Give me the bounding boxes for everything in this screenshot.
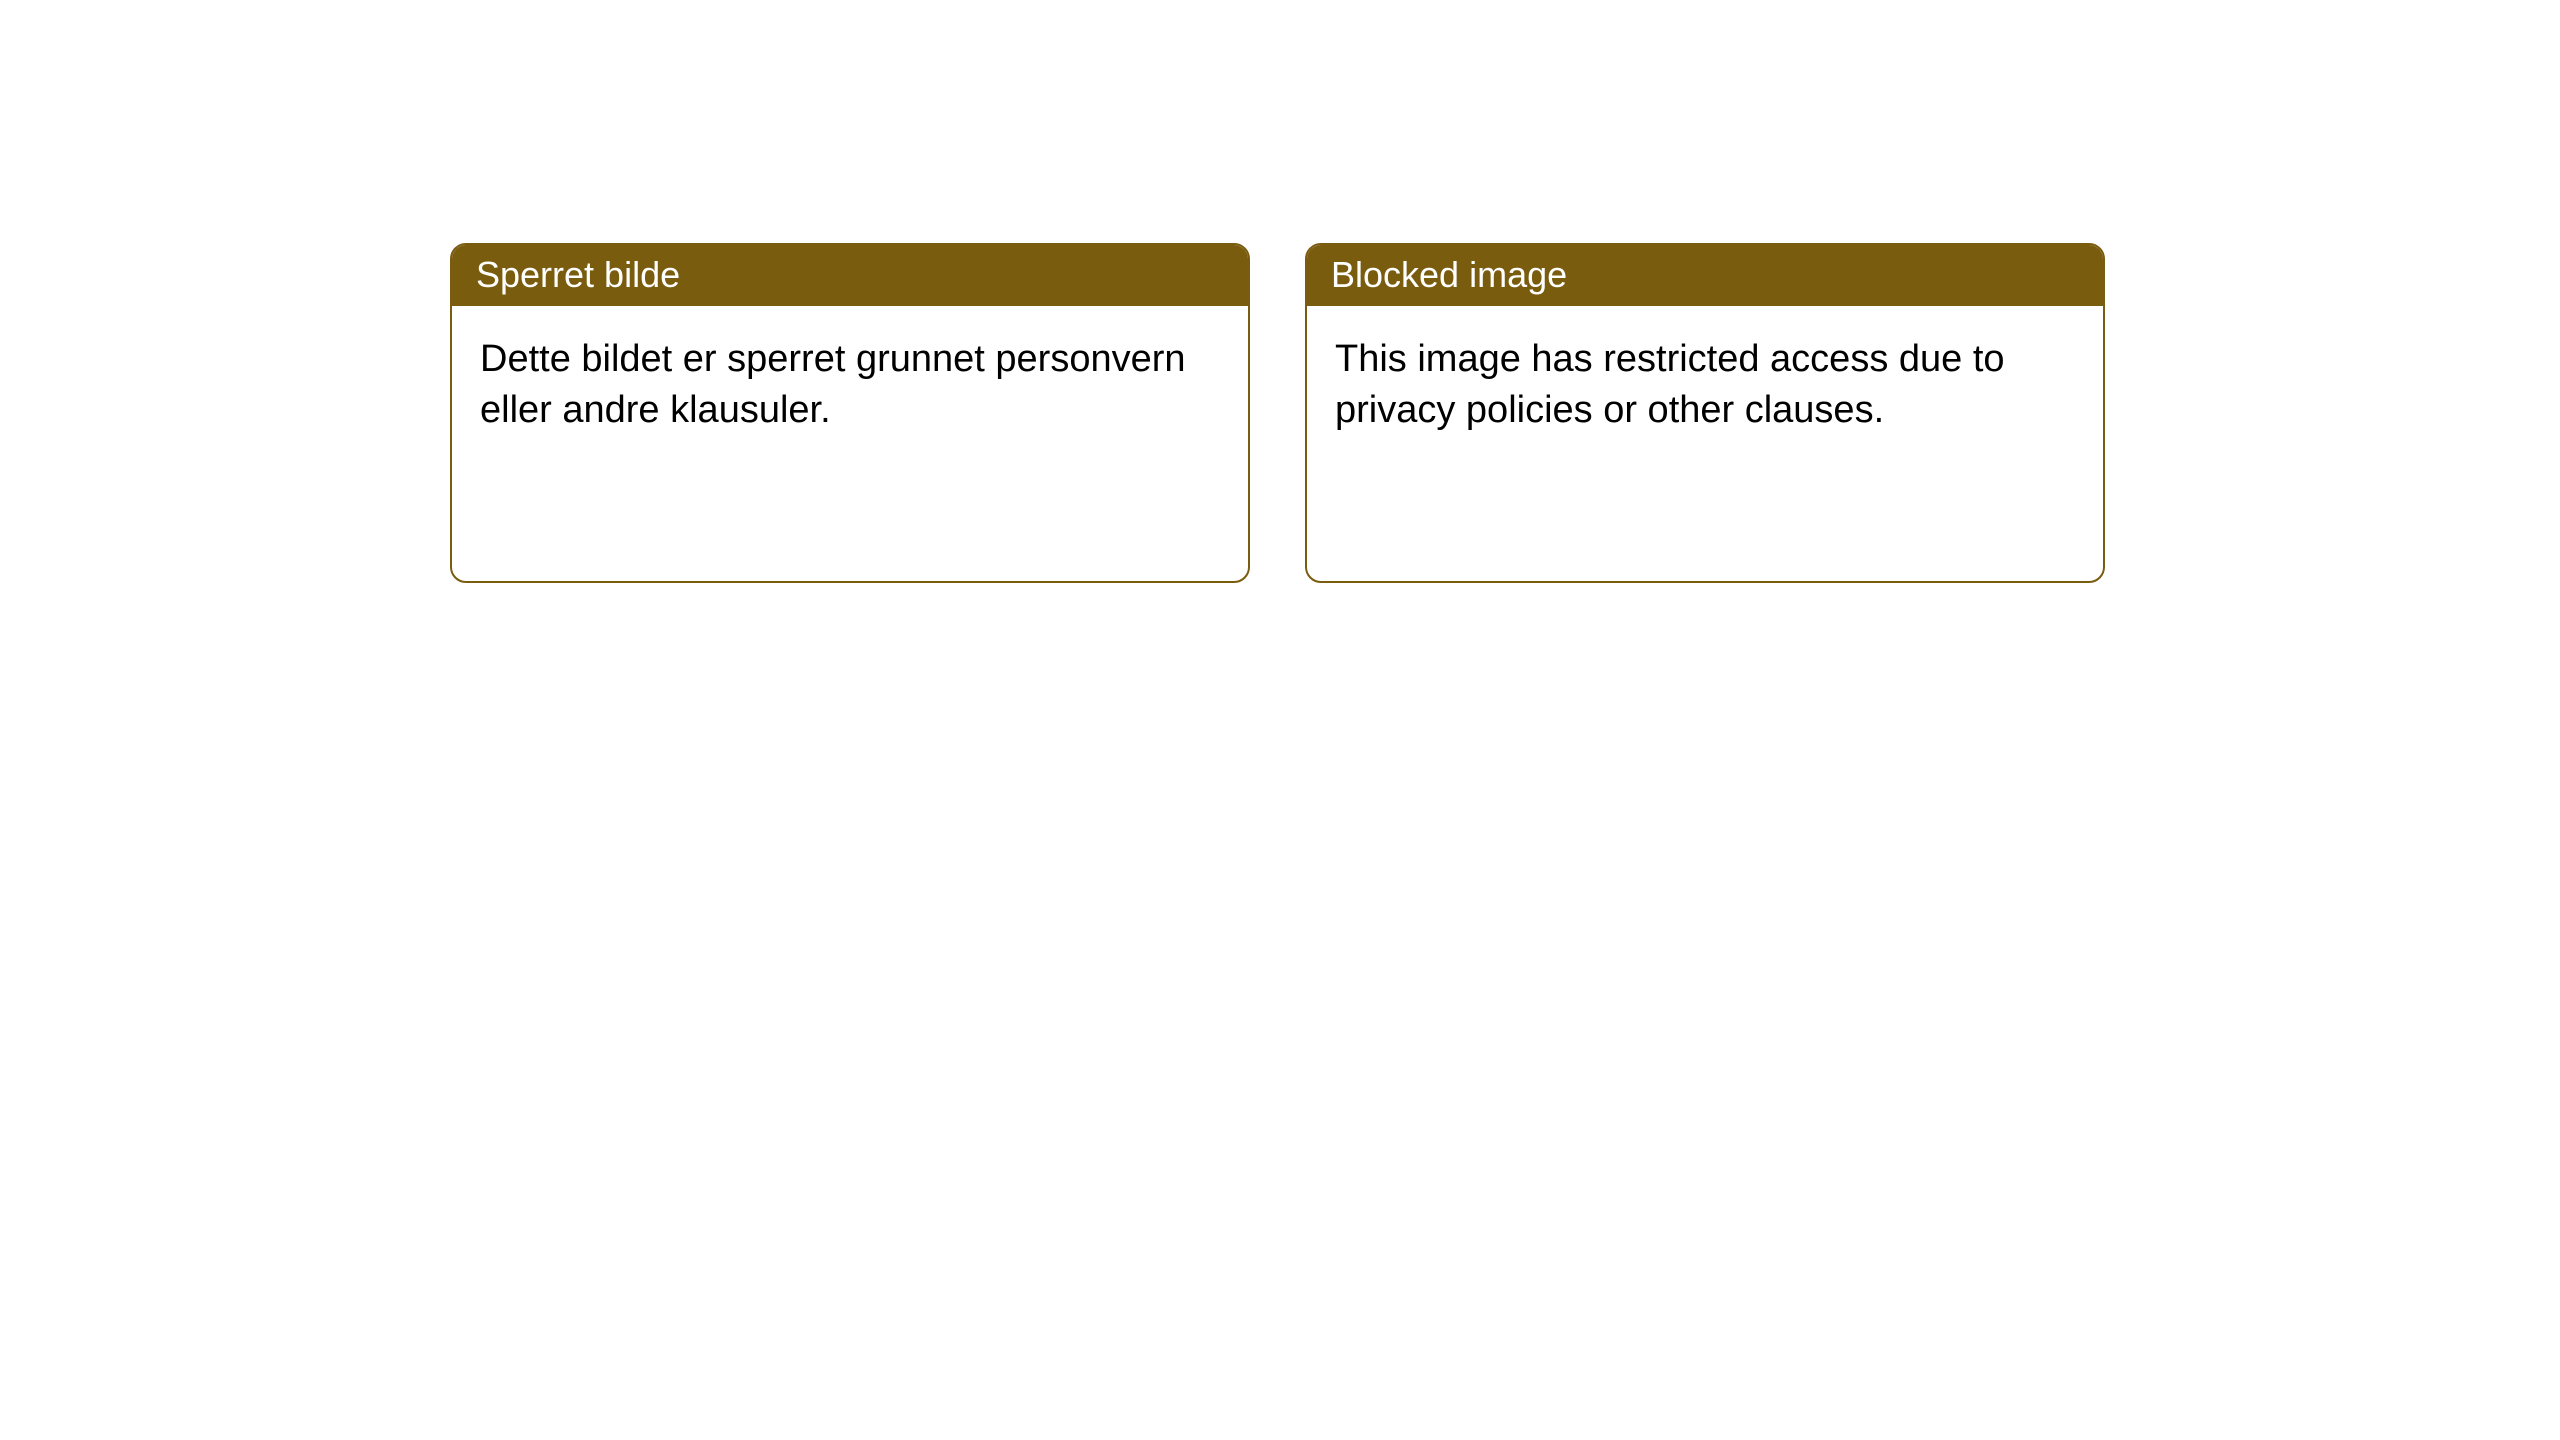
notice-body-norwegian: Dette bildet er sperret grunnet personve… xyxy=(452,306,1248,465)
notice-title-english: Blocked image xyxy=(1307,245,2103,306)
notice-body-english: This image has restricted access due to … xyxy=(1307,306,2103,465)
notice-card-norwegian: Sperret bilde Dette bildet er sperret gr… xyxy=(450,243,1250,583)
notice-title-norwegian: Sperret bilde xyxy=(452,245,1248,306)
notice-cards-container: Sperret bilde Dette bildet er sperret gr… xyxy=(450,243,2105,583)
notice-card-english: Blocked image This image has restricted … xyxy=(1305,243,2105,583)
